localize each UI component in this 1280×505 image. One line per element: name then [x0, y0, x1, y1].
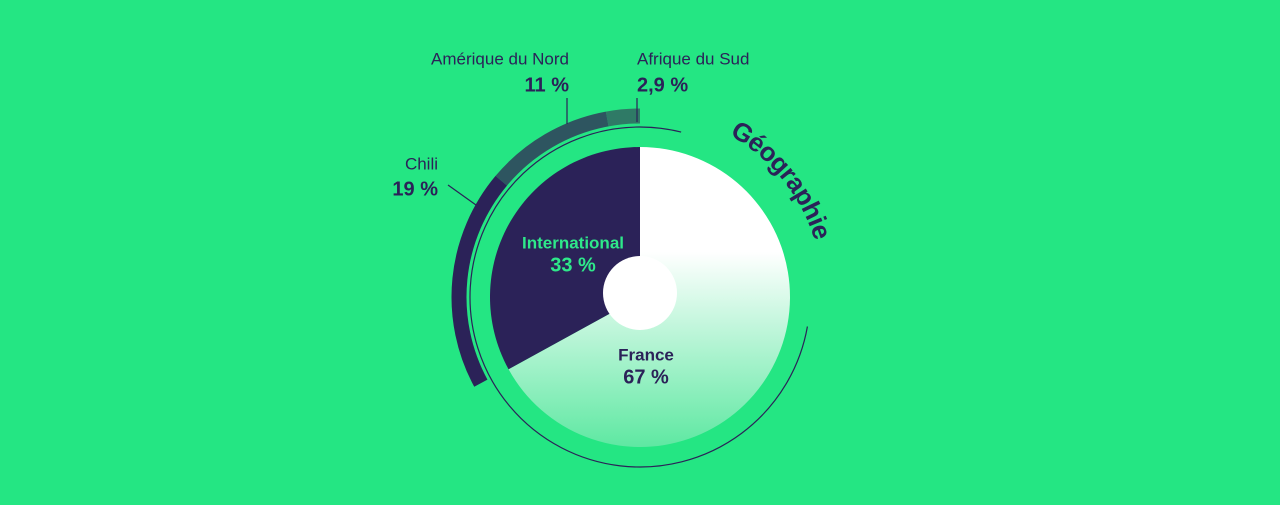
ring — [639, 126, 682, 133]
pie-slice — [489, 147, 640, 370]
arc-segment — [451, 175, 508, 387]
arc-label: Amérique du Nord — [431, 49, 569, 68]
pie-value-label: 67 % — [623, 366, 669, 388]
pie-label: France — [618, 345, 674, 364]
arc-value-label: 11 % — [525, 74, 570, 96]
arc-segment — [605, 108, 641, 127]
arc-value-label: 19 % — [392, 178, 438, 200]
ring — [469, 126, 809, 468]
arc-label: Chili — [405, 154, 438, 173]
pie-label: International — [522, 233, 624, 252]
leader-line — [447, 184, 477, 206]
pie-value-label: 33 % — [550, 254, 596, 276]
chart-layer — [451, 108, 809, 468]
arc-value-label: 2,9 % — [637, 74, 688, 96]
arc-segment — [495, 111, 609, 186]
pie-hole — [603, 256, 677, 330]
arc-label: Afrique du Sud — [637, 49, 749, 68]
